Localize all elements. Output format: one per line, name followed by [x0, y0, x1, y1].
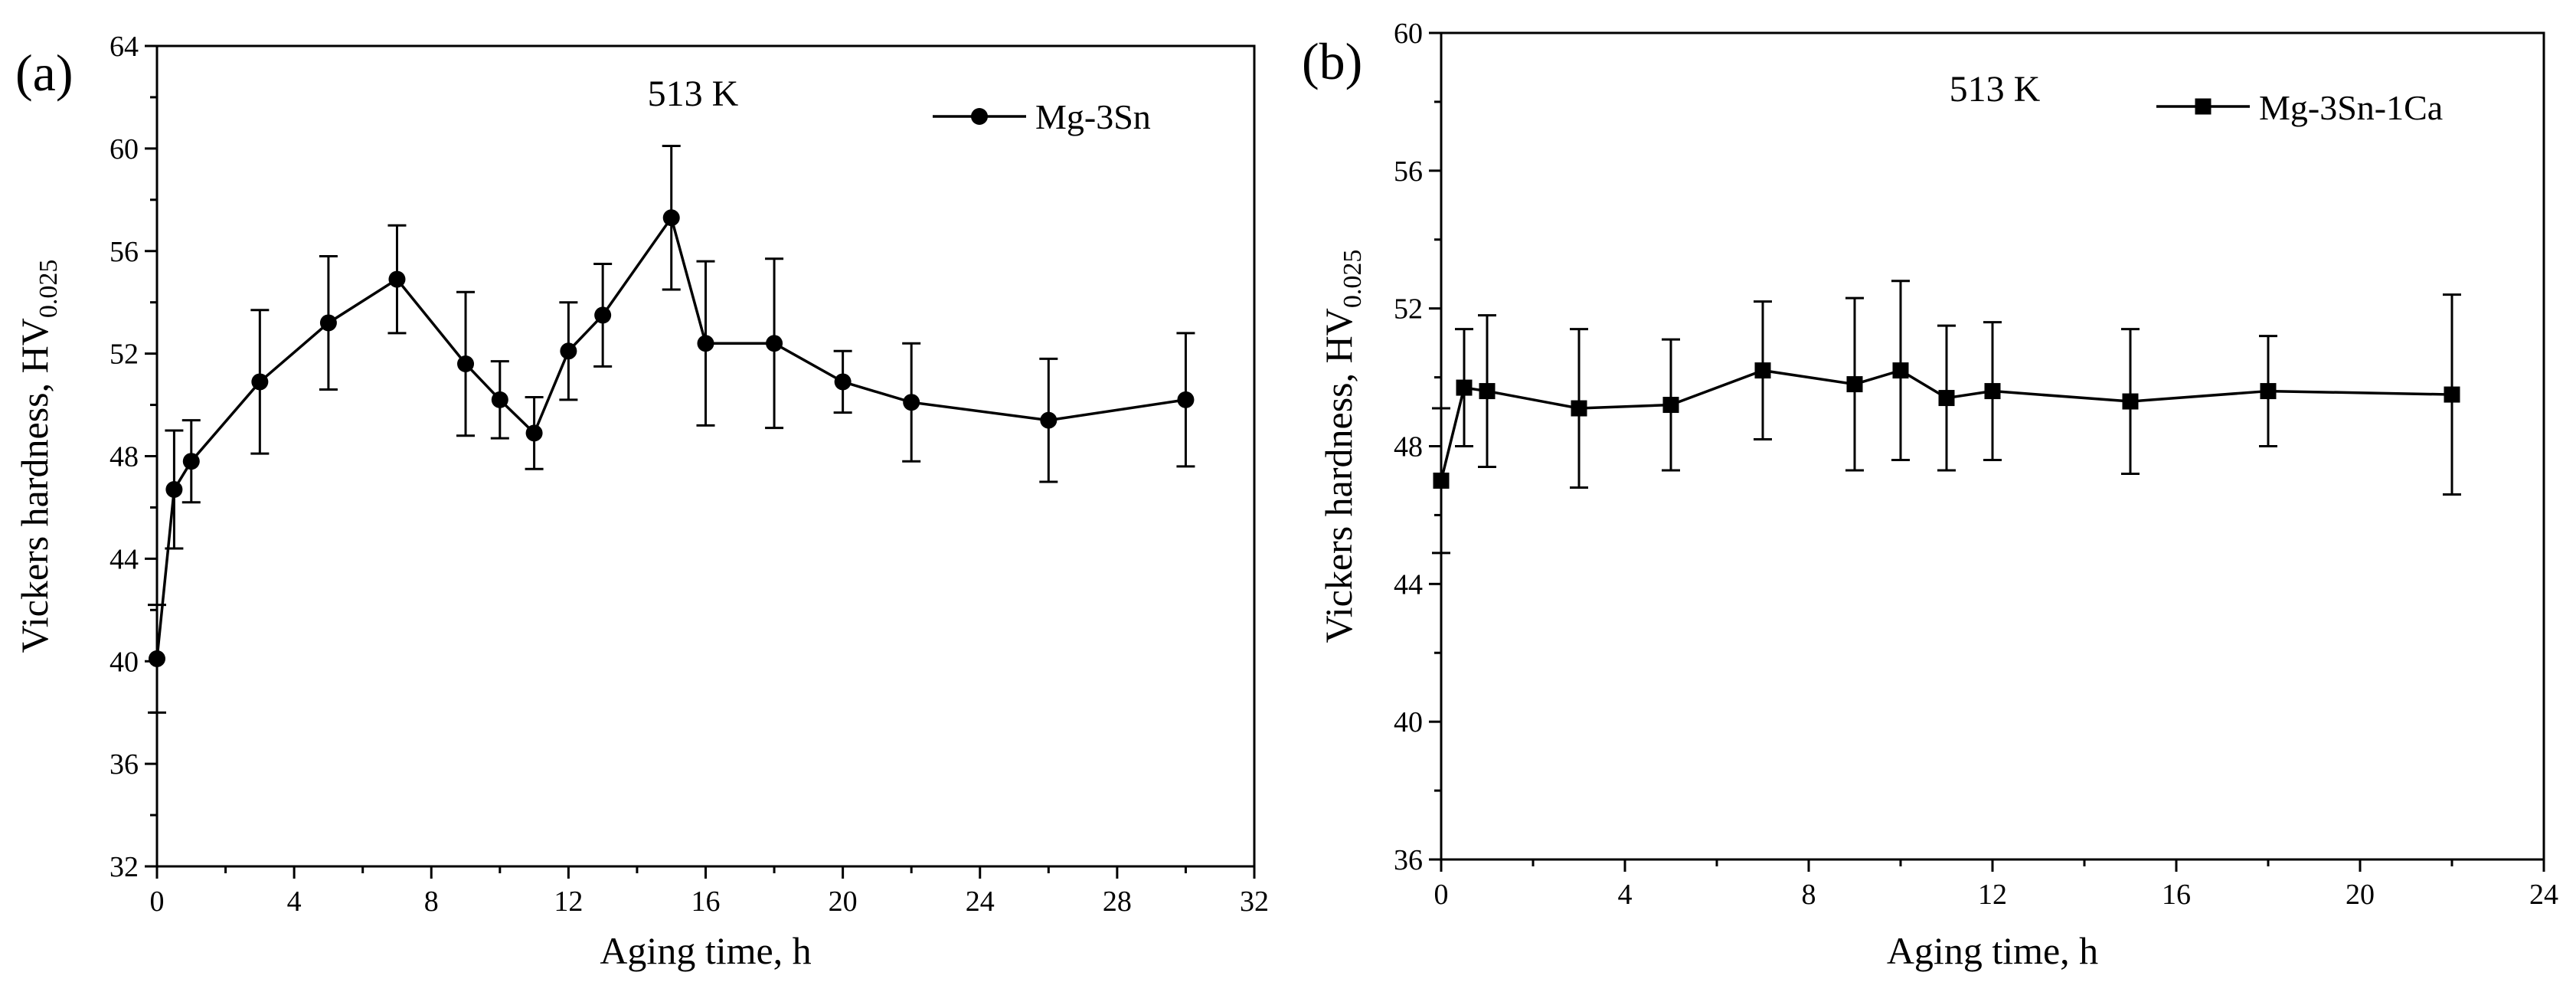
- data-point: [1040, 411, 1058, 429]
- data-point: [149, 650, 165, 667]
- data-point: [319, 314, 337, 332]
- x-tick-label: 24: [2529, 879, 2558, 911]
- y-tick-label: 32: [110, 851, 139, 883]
- x-tick-label: 0: [150, 886, 165, 918]
- y-tick-label: 36: [110, 748, 139, 781]
- x-tick-label: 20: [2346, 879, 2375, 911]
- series-Mg-3Sn: [148, 145, 1195, 714]
- legend-label: Mg-3Sn: [1035, 97, 1151, 136]
- data-point: [594, 306, 612, 324]
- data-point: [457, 355, 475, 373]
- y-axis-title-main: Vickers hardness, HV: [1317, 308, 1360, 643]
- y-tick-label: 40: [1394, 706, 1423, 738]
- x-tick-label: 20: [829, 886, 858, 918]
- panel-label: (a): [15, 44, 73, 102]
- legend: Mg-3Sn-1Ca: [2156, 88, 2443, 127]
- x-tick-label: 24: [966, 886, 995, 918]
- data-point: [165, 481, 183, 499]
- data-point: [1984, 383, 2001, 400]
- legend-marker: [971, 108, 988, 125]
- data-point: [1177, 391, 1195, 408]
- y-axis-title: Vickers hardness, HV0.025: [1317, 250, 1367, 643]
- data-point: [697, 335, 714, 352]
- x-tick-label: 12: [554, 886, 583, 918]
- y-tick-label: 44: [1394, 568, 1423, 601]
- data-point: [1846, 376, 1863, 393]
- y-tick-label: 56: [1394, 156, 1423, 188]
- y-axis-title-main: Vickers hardness, HV: [13, 318, 56, 653]
- temperature-annotation: 513 K: [648, 74, 739, 114]
- plot-frame: [155, 44, 1256, 868]
- data-point: [1662, 397, 1679, 414]
- y-tick-label: 52: [1394, 293, 1423, 326]
- legend: Mg-3Sn: [933, 97, 1151, 136]
- data-point: [525, 424, 543, 442]
- y-axis-title-subscript: 0.025: [34, 260, 63, 319]
- x-tick-label: 12: [1978, 879, 2007, 911]
- data-point: [1892, 362, 1909, 379]
- data-point: [388, 270, 406, 288]
- y-axis-title-subscript: 0.025: [1339, 250, 1367, 309]
- x-tick-label: 28: [1103, 886, 1132, 918]
- legend-label: Mg-3Sn-1Ca: [2259, 88, 2443, 127]
- x-tick-label: 16: [2162, 879, 2191, 911]
- y-tick-label: 40: [110, 646, 139, 678]
- y-tick-label: 64: [110, 31, 139, 63]
- x-axis-title: Aging time, h: [600, 929, 811, 972]
- y-tick-label: 44: [110, 543, 139, 575]
- data-point: [1571, 400, 1587, 417]
- data-point: [1433, 472, 1450, 489]
- x-axis-title: Aging time, h: [1887, 929, 2098, 972]
- data-point: [560, 342, 577, 360]
- y-tick-label: 60: [110, 133, 139, 165]
- data-point: [1456, 379, 1473, 396]
- data-point: [662, 209, 680, 227]
- y-tick-label: 56: [110, 236, 139, 268]
- data-point: [251, 373, 269, 391]
- series-Mg-3Sn-1Ca: [1432, 280, 2461, 555]
- data-point: [903, 394, 920, 411]
- legend-marker: [2195, 98, 2212, 115]
- y-tick-label: 52: [110, 339, 139, 371]
- data-point: [1938, 390, 1955, 407]
- series-line: [155, 214, 1186, 660]
- x-tick-label: 8: [424, 886, 439, 918]
- y-tick-label: 48: [110, 441, 139, 473]
- data-point: [834, 373, 852, 391]
- y-tick-label: 36: [1394, 844, 1423, 876]
- data-point: [766, 335, 783, 352]
- x-tick-label: 16: [691, 886, 721, 918]
- data-point: [1754, 362, 1771, 379]
- data-point: [2260, 383, 2277, 400]
- x-tick-label: 8: [1802, 879, 1816, 911]
- y-axis-title: Vickers hardness, HV0.025: [13, 260, 63, 653]
- data-point: [2444, 386, 2460, 403]
- temperature-annotation: 513 K: [1950, 69, 2041, 110]
- data-point: [491, 391, 508, 408]
- y-tick-label: 48: [1394, 431, 1423, 463]
- x-tick-label: 0: [1434, 879, 1449, 911]
- x-tick-label: 4: [287, 886, 302, 918]
- panel-label: (b): [1302, 32, 1362, 90]
- y-tick-label: 60: [1394, 18, 1423, 50]
- x-tick-label: 32: [1240, 886, 1269, 918]
- x-tick-label: 4: [1618, 879, 1633, 911]
- data-point: [2122, 393, 2139, 410]
- data-point: [1479, 383, 1496, 400]
- data-point: [182, 453, 200, 470]
